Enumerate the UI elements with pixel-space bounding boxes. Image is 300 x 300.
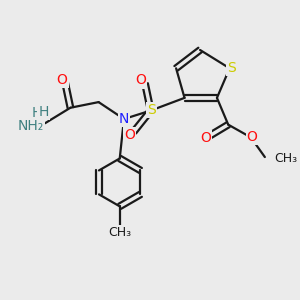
- Text: O: O: [135, 74, 146, 87]
- Text: NH: NH: [17, 118, 38, 133]
- Text: N: N: [119, 112, 129, 126]
- Text: O: O: [124, 128, 135, 142]
- Text: CH₃: CH₃: [108, 226, 131, 239]
- Text: O: O: [200, 131, 211, 145]
- Text: S: S: [227, 61, 236, 75]
- Text: O: O: [56, 73, 68, 87]
- Text: H: H: [32, 106, 42, 120]
- Text: O: O: [247, 130, 258, 144]
- Text: CH₃: CH₃: [275, 152, 298, 165]
- Text: NH₂: NH₂: [17, 119, 44, 133]
- Text: H: H: [38, 105, 49, 119]
- Text: S: S: [147, 103, 156, 117]
